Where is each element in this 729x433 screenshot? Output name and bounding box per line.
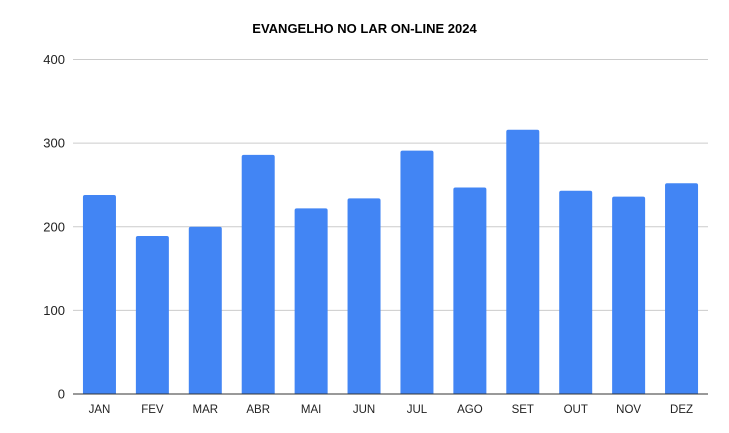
- x-tick-label: AGO: [457, 404, 483, 416]
- chart-title: EVANGELHO NO LAR ON-LINE 2024: [252, 21, 477, 36]
- x-tick-label: ABR: [246, 404, 270, 416]
- bar: [559, 190, 593, 394]
- bar: [188, 226, 222, 394]
- bar: [506, 129, 540, 394]
- bar: [241, 154, 275, 394]
- x-tick-label: MAI: [301, 404, 321, 416]
- x-tick-label: JUN: [353, 404, 375, 416]
- bar: [82, 194, 116, 394]
- bar: [665, 183, 699, 394]
- bar: [294, 208, 328, 394]
- x-tick-label: FEV: [141, 404, 164, 416]
- y-tick-label: 400: [43, 52, 65, 67]
- y-tick-label: 200: [43, 219, 65, 234]
- x-tick-label: MAR: [193, 404, 219, 416]
- y-tick-label: 0: [58, 387, 65, 402]
- x-tick-label: JAN: [89, 404, 111, 416]
- y-tick-label: 100: [43, 303, 65, 318]
- x-tick-label: JUL: [407, 404, 428, 416]
- x-tick-label: SET: [512, 404, 534, 416]
- x-tick-label: DEZ: [670, 404, 693, 416]
- bar: [400, 150, 434, 394]
- bar: [453, 187, 487, 394]
- y-tick-label: 300: [43, 136, 65, 151]
- x-tick-label: NOV: [616, 404, 641, 416]
- x-tick-label: OUT: [564, 404, 588, 416]
- bar: [135, 235, 169, 394]
- bar: [347, 198, 381, 394]
- bar: [612, 196, 646, 394]
